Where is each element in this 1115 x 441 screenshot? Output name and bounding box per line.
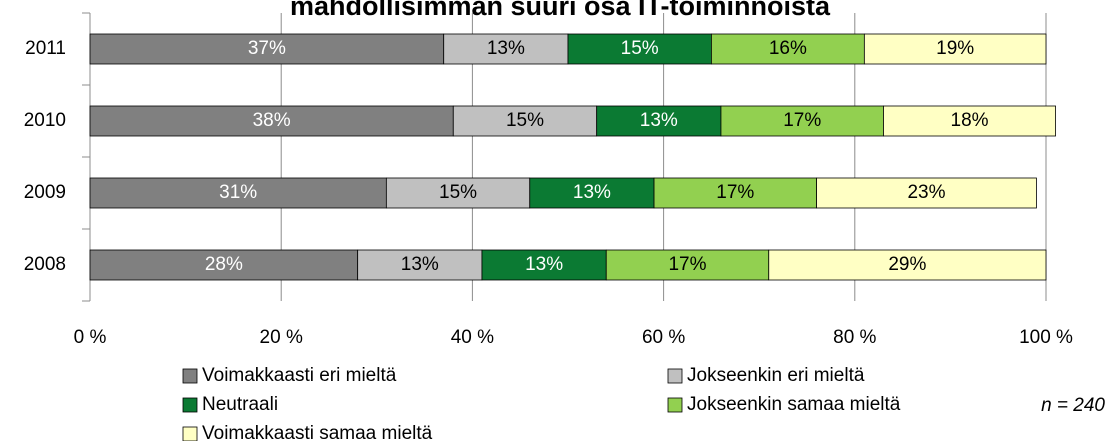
data-label: 37% [248, 38, 286, 59]
data-label: 13% [573, 182, 611, 203]
data-label: 13% [487, 38, 525, 59]
data-label: 19% [936, 38, 974, 59]
data-label: 15% [439, 182, 477, 203]
x-tick-label: 40 % [451, 327, 494, 348]
y-tick-label: 2010 [24, 110, 66, 131]
y-tick-label: 2009 [24, 182, 66, 203]
chart-title: mahdollisimman suuri osa IT-toiminnoista [290, 0, 831, 21]
bar-segment [883, 105, 1056, 137]
bar-segment [768, 249, 1047, 281]
x-tick-label: 60 % [642, 327, 685, 348]
data-label: 23% [907, 182, 945, 203]
bar-segment [357, 249, 483, 281]
bar-segment [89, 33, 445, 65]
bar-segment [443, 33, 569, 65]
bar-segment [452, 105, 598, 137]
legend-label: Voimakkaasti eri mieltä [202, 365, 397, 386]
data-label: 16% [769, 38, 807, 59]
bar-segment [653, 177, 817, 209]
data-label: 13% [640, 110, 678, 131]
bar-segment [720, 105, 884, 137]
legend-label: Jokseenkin eri mieltä [687, 365, 865, 386]
data-label: 17% [716, 182, 754, 203]
data-label: 17% [668, 254, 706, 275]
legend-label: Voimakkaasti samaa mieltä [202, 423, 433, 441]
x-tick-label: 20 % [260, 327, 303, 348]
data-label: 13% [401, 254, 439, 275]
data-label: 13% [525, 254, 563, 275]
bar-segment [89, 105, 454, 137]
legend-label: Jokseenkin samaa mieltä [687, 394, 901, 415]
legend-swatch [667, 368, 683, 384]
bar-segment [481, 249, 607, 281]
data-label: 31% [219, 182, 257, 203]
legend-label: Neutraali [202, 394, 278, 415]
y-tick-label: 2011 [25, 38, 66, 59]
bar-segment [89, 249, 359, 281]
data-label: 15% [621, 38, 659, 59]
data-label: 15% [506, 110, 544, 131]
bar-segment [863, 33, 1047, 65]
bar-segment [529, 177, 655, 209]
data-label: 18% [951, 110, 989, 131]
annotation: n = 240 [1041, 395, 1105, 416]
legend-swatch [667, 397, 683, 413]
x-tick-label: 0 % [74, 327, 107, 348]
x-tick-label: 80 % [833, 327, 876, 348]
legend-swatch [182, 397, 198, 413]
bar-segment [567, 33, 712, 65]
legend-swatch [182, 426, 198, 441]
data-label: 17% [783, 110, 821, 131]
data-label: 28% [205, 254, 243, 275]
legend-swatch [182, 368, 198, 384]
bar-segment [816, 177, 1037, 209]
data-label: 38% [253, 110, 291, 131]
bar-segment [385, 177, 531, 209]
bar-segment [711, 33, 865, 65]
data-label: 29% [888, 254, 926, 275]
bar-segment [89, 177, 387, 209]
y-tick-label: 2008 [24, 254, 66, 275]
x-tick-label: 100 % [1019, 327, 1073, 348]
